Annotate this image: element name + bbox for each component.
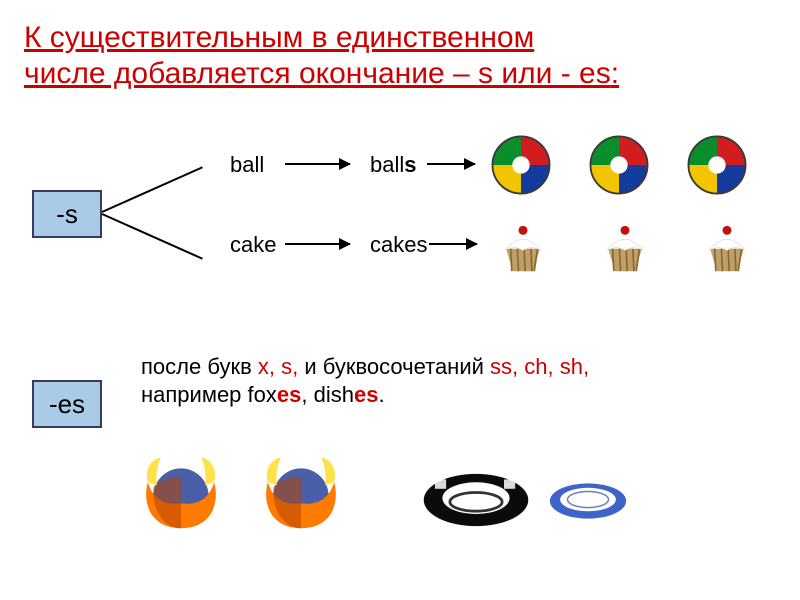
fox-icon (135, 450, 227, 542)
arrow-icon (285, 243, 350, 245)
suffix-es-label: -es (49, 389, 85, 420)
page-title: К существительным в единственном числе д… (24, 20, 764, 92)
fork-line-down (102, 213, 203, 260)
rule-p2: и буквосочетаний (298, 354, 490, 379)
rule-p4: , dish (301, 382, 354, 407)
suffix-s-box: -s (32, 190, 102, 238)
rule-p3: например fox (141, 382, 277, 407)
foxes-row (135, 450, 347, 542)
word-cakes: cakes (370, 232, 427, 258)
cupcake-icon (495, 218, 551, 274)
dish-icon (544, 476, 632, 526)
rule-es2: es (354, 382, 378, 407)
rule-letters: x, s, (258, 354, 298, 379)
es-rule-text: после букв x, s, и буквосочетаний ss, ch… (141, 353, 651, 409)
title-es: es (579, 57, 611, 90)
title-line2a: числе добавляется окончание – s или - (24, 57, 579, 90)
rule-p5: . (378, 382, 384, 407)
word-balls: balls (370, 152, 417, 178)
suffix-es-box: -es (32, 380, 102, 428)
cupcake-icon (597, 218, 653, 274)
title-colon: : (611, 57, 619, 90)
dish-icon (420, 470, 532, 530)
balls-row (490, 134, 748, 196)
rule-es1: es (277, 382, 301, 407)
fork-line-up (102, 166, 203, 213)
word-cake: cake (230, 232, 276, 258)
balls-stem: ball (370, 152, 404, 177)
rule-p1: после букв (141, 354, 258, 379)
fox-icon (255, 450, 347, 542)
dishes-row (420, 470, 632, 530)
arrow-icon (285, 163, 350, 165)
ball-icon (686, 134, 748, 196)
cupcake-icon (699, 218, 755, 274)
arrow-icon (429, 243, 477, 245)
arrow-icon (427, 163, 475, 165)
suffix-s-label: -s (56, 199, 78, 230)
word-ball: ball (230, 152, 264, 178)
ball-icon (588, 134, 650, 196)
ball-icon (490, 134, 552, 196)
rule-combos: ss, ch, sh, (490, 354, 589, 379)
balls-suffix: s (404, 152, 416, 177)
cakes-row (495, 218, 755, 274)
title-line1: К существительным в единственном (24, 21, 534, 54)
